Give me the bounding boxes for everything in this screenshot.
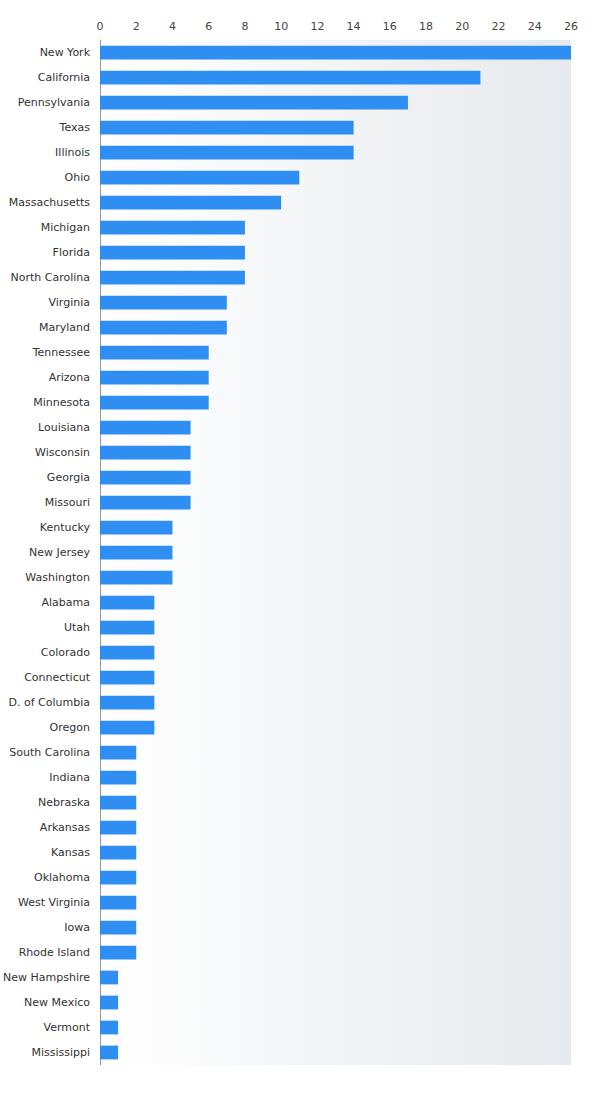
svg-text:24: 24 xyxy=(528,20,542,33)
svg-text:New Jersey: New Jersey xyxy=(29,546,91,559)
svg-text:4: 4 xyxy=(169,20,176,33)
svg-text:Kentucky: Kentucky xyxy=(40,521,91,534)
svg-text:Oregon: Oregon xyxy=(50,721,90,734)
svg-text:12: 12 xyxy=(310,20,324,33)
svg-text:California: California xyxy=(38,71,90,84)
svg-text:D. of Columbia: D. of Columbia xyxy=(9,696,91,709)
svg-text:20: 20 xyxy=(455,20,469,33)
svg-text:Maryland: Maryland xyxy=(39,321,90,334)
svg-text:6: 6 xyxy=(205,20,212,33)
svg-text:18: 18 xyxy=(419,20,433,33)
svg-text:Tennessee: Tennessee xyxy=(32,346,91,359)
svg-text:8: 8 xyxy=(241,20,248,33)
svg-text:Pennsylvania: Pennsylvania xyxy=(18,96,90,109)
svg-text:Indiana: Indiana xyxy=(49,771,90,784)
svg-text:Michigan: Michigan xyxy=(41,221,90,234)
svg-text:New York: New York xyxy=(40,46,91,59)
svg-text:22: 22 xyxy=(492,20,506,33)
svg-text:Colorado: Colorado xyxy=(41,646,90,659)
svg-text:Minnesota: Minnesota xyxy=(33,396,90,409)
svg-text:Virginia: Virginia xyxy=(49,296,90,309)
svg-text:Kansas: Kansas xyxy=(51,846,90,859)
svg-text:Wisconsin: Wisconsin xyxy=(35,446,90,459)
svg-text:14: 14 xyxy=(347,20,361,33)
svg-text:Louisiana: Louisiana xyxy=(38,421,90,434)
svg-text:Massachusetts: Massachusetts xyxy=(9,196,91,209)
svg-text:Texas: Texas xyxy=(59,121,91,134)
svg-text:North Carolina: North Carolina xyxy=(10,271,90,284)
svg-text:Arizona: Arizona xyxy=(49,371,90,384)
svg-text:26: 26 xyxy=(564,20,578,33)
svg-text:Connecticut: Connecticut xyxy=(24,671,91,684)
svg-text:Illinois: Illinois xyxy=(55,146,90,159)
svg-text:Nebraska: Nebraska xyxy=(38,796,90,809)
svg-text:Rhode Island: Rhode Island xyxy=(19,946,90,959)
svg-text:New Hampshire: New Hampshire xyxy=(3,971,90,984)
svg-text:New Mexico: New Mexico xyxy=(24,996,90,1009)
svg-text:16: 16 xyxy=(383,20,397,33)
svg-text:Florida: Florida xyxy=(53,246,90,259)
svg-text:0: 0 xyxy=(97,20,104,33)
svg-text:Utah: Utah xyxy=(64,621,90,634)
svg-text:Iowa: Iowa xyxy=(64,921,90,934)
svg-text:10: 10 xyxy=(274,20,288,33)
svg-text:Georgia: Georgia xyxy=(47,471,90,484)
svg-text:2: 2 xyxy=(133,20,140,33)
svg-text:Oklahoma: Oklahoma xyxy=(34,871,90,884)
svg-text:West Virginia: West Virginia xyxy=(18,896,90,909)
svg-text:South Carolina: South Carolina xyxy=(9,746,90,759)
svg-text:Missouri: Missouri xyxy=(45,496,90,509)
svg-text:Washington: Washington xyxy=(25,571,90,584)
svg-text:Alabama: Alabama xyxy=(41,596,90,609)
svg-text:Vermont: Vermont xyxy=(44,1021,91,1034)
svg-text:Ohio: Ohio xyxy=(65,171,91,184)
svg-text:Arkansas: Arkansas xyxy=(40,821,90,834)
svg-text:Mississippi: Mississippi xyxy=(31,1046,90,1059)
